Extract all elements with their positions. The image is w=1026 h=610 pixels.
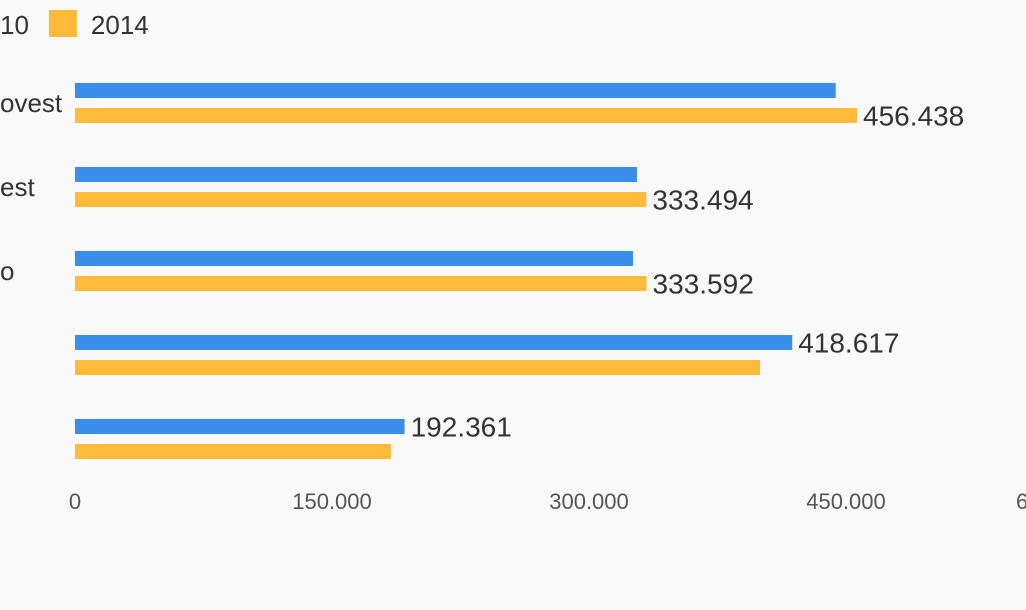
x-tick-label: 0 (69, 489, 81, 514)
legend-label: 2014 (91, 10, 149, 40)
x-tick-label: 450.000 (806, 489, 886, 514)
category-label: o (0, 256, 14, 286)
bar (75, 419, 405, 434)
value-label: 418.617 (798, 327, 899, 358)
value-label: 333.494 (652, 184, 753, 215)
bar (75, 276, 647, 291)
value-label: 333.592 (653, 268, 754, 299)
legend-label: 10 (0, 10, 29, 40)
bar (75, 360, 760, 375)
bar (75, 444, 391, 459)
bar (75, 251, 634, 266)
value-label: 192.361 (411, 411, 512, 442)
x-tick-label: 6 (1016, 489, 1026, 514)
bar (75, 108, 858, 123)
x-tick-label: 150.000 (292, 489, 372, 514)
x-tick-label: 300.000 (549, 489, 629, 514)
value-label: 456.438 (863, 100, 964, 131)
bar (75, 192, 647, 207)
category-label: ovest (0, 88, 63, 118)
bar (75, 167, 637, 182)
bar (75, 335, 793, 350)
category-label: est (0, 172, 35, 202)
legend-swatch (48, 10, 77, 37)
bar (75, 83, 836, 98)
